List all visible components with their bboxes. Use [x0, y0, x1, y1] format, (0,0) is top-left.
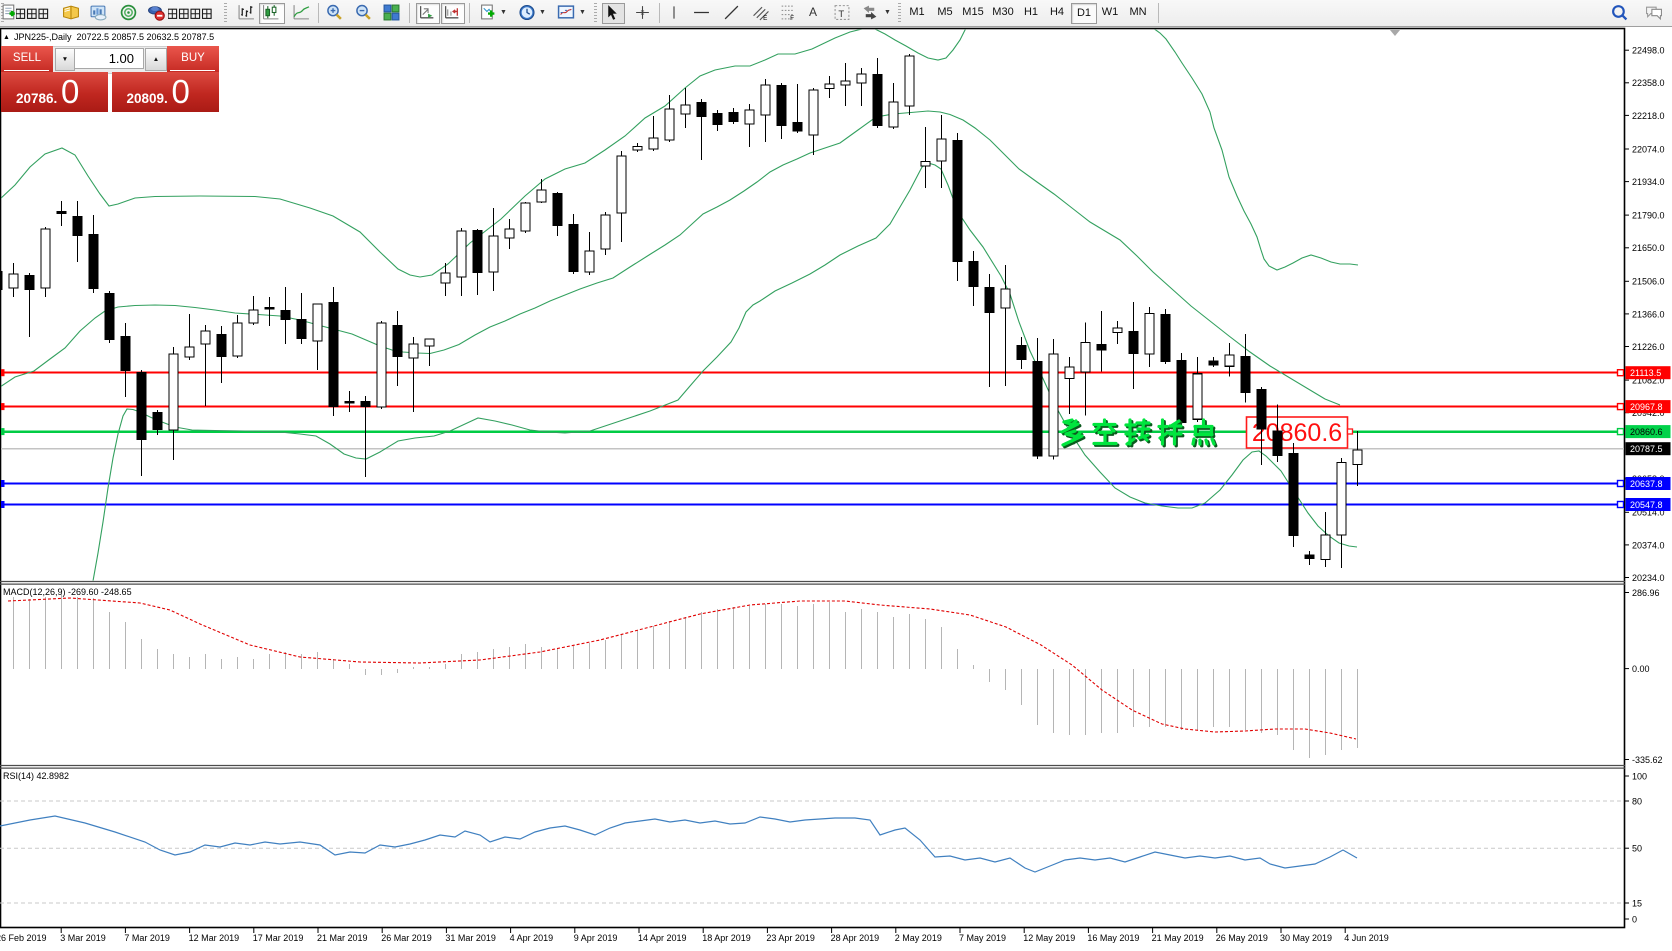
svg-text:21 Mar 2019: 21 Mar 2019: [317, 933, 368, 943]
svg-text:22218.0: 22218.0: [1632, 111, 1665, 121]
svg-text:20637.8: 20637.8: [1630, 479, 1663, 489]
svg-text:21934.0: 21934.0: [1632, 177, 1665, 187]
svg-text:4 Jun 2019: 4 Jun 2019: [1344, 933, 1389, 943]
svg-text:T: T: [838, 9, 844, 20]
svg-text:9 Apr 2019: 9 Apr 2019: [574, 933, 618, 943]
svg-text:16 May 2019: 16 May 2019: [1087, 933, 1139, 943]
svg-text:3 Mar 2019: 3 Mar 2019: [60, 933, 106, 943]
svg-text:21506.0: 21506.0: [1632, 277, 1665, 287]
svg-text:4 Apr 2019: 4 Apr 2019: [510, 933, 554, 943]
svg-text:14 Apr 2019: 14 Apr 2019: [638, 933, 687, 943]
svg-text:26 May 2019: 26 May 2019: [1216, 933, 1268, 943]
svg-text:20787.5: 20787.5: [1630, 444, 1663, 454]
svg-text:22074.0: 22074.0: [1632, 144, 1665, 154]
svg-text:0: 0: [1632, 914, 1637, 924]
svg-text:17 Mar 2019: 17 Mar 2019: [253, 933, 304, 943]
svg-text:20860.6: 20860.6: [1252, 419, 1342, 447]
svg-text:80: 80: [1632, 796, 1642, 806]
svg-text:20547.8: 20547.8: [1630, 500, 1663, 510]
svg-text:286.96: 286.96: [1632, 588, 1660, 598]
svg-text:15: 15: [1632, 898, 1642, 908]
svg-text:28 Apr 2019: 28 Apr 2019: [831, 933, 880, 943]
svg-text:21226.0: 21226.0: [1632, 342, 1665, 352]
svg-text:F: F: [790, 15, 794, 21]
svg-text:7 Mar 2019: 7 Mar 2019: [124, 933, 170, 943]
svg-text:20860.6: 20860.6: [1630, 427, 1663, 437]
svg-text:20374.0: 20374.0: [1632, 540, 1665, 550]
svg-text:-335.62: -335.62: [1632, 755, 1663, 765]
svg-text:20234.0: 20234.0: [1632, 573, 1665, 583]
svg-text:21082.0: 21082.0: [1632, 376, 1665, 386]
svg-text:100: 100: [1632, 771, 1647, 781]
svg-text:21366.0: 21366.0: [1632, 309, 1665, 319]
svg-text:20514.0: 20514.0: [1632, 508, 1665, 518]
svg-text:E: E: [763, 15, 767, 21]
svg-text:MACD(12,26,9) -269.60 -248.65: MACD(12,26,9) -269.60 -248.65: [3, 587, 132, 597]
svg-text:21 May 2019: 21 May 2019: [1152, 933, 1204, 943]
svg-text:26 Feb 2019: 26 Feb 2019: [0, 933, 47, 943]
svg-text:21650.0: 21650.0: [1632, 243, 1665, 253]
svg-text:31 Mar 2019: 31 Mar 2019: [445, 933, 496, 943]
svg-text:18 Apr 2019: 18 Apr 2019: [702, 933, 751, 943]
svg-text:21790.0: 21790.0: [1632, 211, 1665, 221]
svg-text:50: 50: [1632, 844, 1642, 854]
svg-text:26 Mar 2019: 26 Mar 2019: [381, 933, 432, 943]
svg-text:RSI(14) 42.8982: RSI(14) 42.8982: [3, 771, 69, 781]
svg-text:0.00: 0.00: [1632, 664, 1650, 674]
svg-text:30 May 2019: 30 May 2019: [1280, 933, 1332, 943]
svg-text:21113.5: 21113.5: [1630, 368, 1661, 378]
svg-text:12 Mar 2019: 12 Mar 2019: [189, 933, 240, 943]
svg-text:20967.8: 20967.8: [1630, 402, 1663, 412]
svg-text:12 May 2019: 12 May 2019: [1023, 933, 1075, 943]
svg-text:7 May 2019: 7 May 2019: [959, 933, 1006, 943]
svg-text:2 May 2019: 2 May 2019: [895, 933, 942, 943]
svg-text:22498.0: 22498.0: [1632, 46, 1665, 56]
svg-text:23 Apr 2019: 23 Apr 2019: [766, 933, 815, 943]
svg-text:22358.0: 22358.0: [1632, 78, 1665, 88]
